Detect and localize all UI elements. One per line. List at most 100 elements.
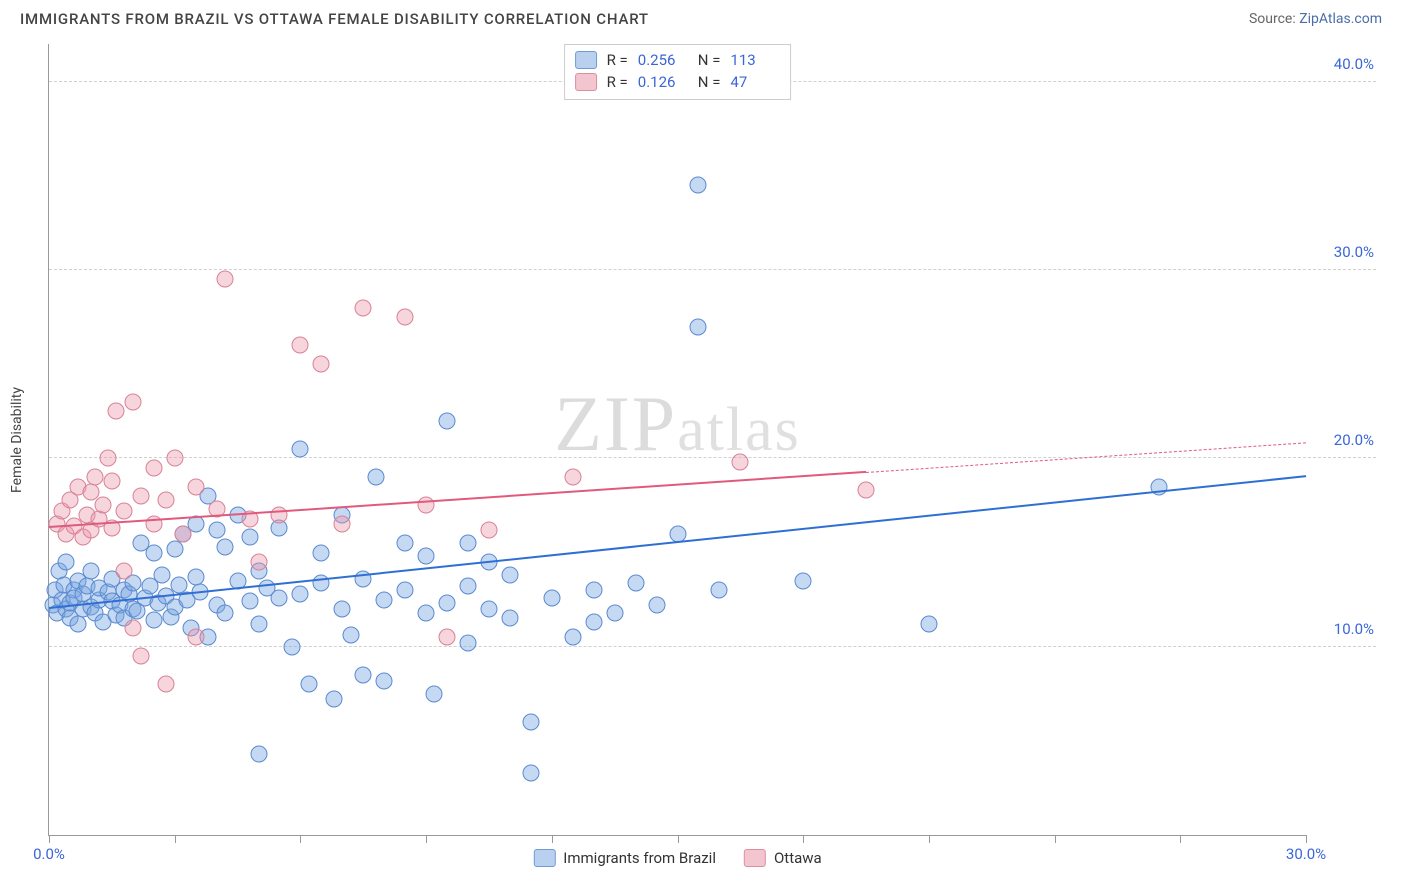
data-point [166,540,183,557]
data-point [418,548,435,565]
data-point [376,591,393,608]
data-point [158,491,175,508]
data-point [133,648,150,665]
data-point [397,582,414,599]
data-point [460,634,477,651]
data-point [313,356,330,373]
data-point [154,567,171,584]
data-point [271,506,288,523]
y-tick-label: 20.0% [1334,431,1374,449]
data-point [426,685,443,702]
plot-area: ZIPatlas Female Disability R =0.256N =11… [48,44,1376,836]
data-point [690,318,707,335]
data-point [145,459,162,476]
legend-n-label: N = [698,73,721,91]
y-axis-label: Female Disability [9,387,25,493]
data-point [397,535,414,552]
legend-r-label: R = [607,73,628,91]
watermark: ZIPatlas [554,379,801,469]
data-point [585,582,602,599]
gridline [49,646,1376,647]
data-point [250,616,267,633]
x-tick [1306,835,1307,843]
data-point [439,412,456,429]
legend-stat-row: R =0.256N =113 [575,49,781,71]
data-point [124,393,141,410]
data-point [145,612,162,629]
data-point [158,676,175,693]
data-point [334,516,351,533]
data-point [334,601,351,618]
data-point [795,572,812,589]
data-point [95,497,112,514]
data-point [116,563,133,580]
plot-inner: ZIPatlas Female Disability R =0.256N =11… [48,44,1306,836]
gridline [49,269,1376,270]
data-point [920,616,937,633]
legend-item: Ottawa [744,849,822,867]
legend-item: Immigrants from Brazil [533,849,716,867]
data-point [690,177,707,194]
data-point [325,691,342,708]
data-point [103,472,120,489]
source-link[interactable]: ZipAtlas.com [1299,11,1382,27]
data-point [355,666,372,683]
legend-series-name: Immigrants from Brazil [563,849,716,867]
x-tick-label: 0.0% [33,845,65,863]
data-point [627,574,644,591]
data-point [250,746,267,763]
data-point [216,271,233,288]
data-point [501,567,518,584]
data-point [216,538,233,555]
legend-n-value: 113 [730,51,780,69]
data-point [208,521,225,538]
data-point [376,672,393,689]
source-label: Source: ZipAtlas.com [1249,11,1382,27]
data-point [522,714,539,731]
data-point [216,604,233,621]
data-point [82,563,99,580]
legend-n-value: 47 [730,73,780,91]
data-point [585,614,602,631]
data-point [187,629,204,646]
data-point [732,454,749,471]
data-point [124,619,141,636]
data-point [418,604,435,621]
x-tick [1055,835,1056,843]
data-point [175,525,192,542]
y-tick-label: 30.0% [1334,243,1374,261]
legend-swatch [575,73,597,91]
data-point [460,535,477,552]
data-point [313,574,330,591]
data-point [300,676,317,693]
data-point [242,529,259,546]
data-point [397,309,414,326]
legend-stats: R =0.256N =113R =0.126N =47 [564,44,792,100]
legend-swatch [575,51,597,69]
data-point [501,610,518,627]
data-point [250,553,267,570]
data-point [522,764,539,781]
data-point [145,544,162,561]
x-tick-label: 30.0% [1286,845,1326,863]
data-point [439,595,456,612]
data-point [57,553,74,570]
data-point [99,450,116,467]
x-tick [175,835,176,843]
data-point [271,589,288,606]
source-prefix: Source: [1249,11,1299,27]
trend-line [49,475,1306,609]
legend-r-value: 0.126 [638,73,688,91]
data-point [355,299,372,316]
chart-title: IMMIGRANTS FROM BRAZIL VS OTTAWA FEMALE … [20,10,649,28]
legend-series-name: Ottawa [774,849,822,867]
legend-r-label: R = [607,51,628,69]
legend-series: Immigrants from Brazil Ottawa [533,849,821,867]
data-point [564,469,581,486]
x-tick [49,835,50,843]
data-point [116,503,133,520]
legend-n-label: N = [698,51,721,69]
data-point [480,521,497,538]
data-point [858,482,875,499]
data-point [187,478,204,495]
